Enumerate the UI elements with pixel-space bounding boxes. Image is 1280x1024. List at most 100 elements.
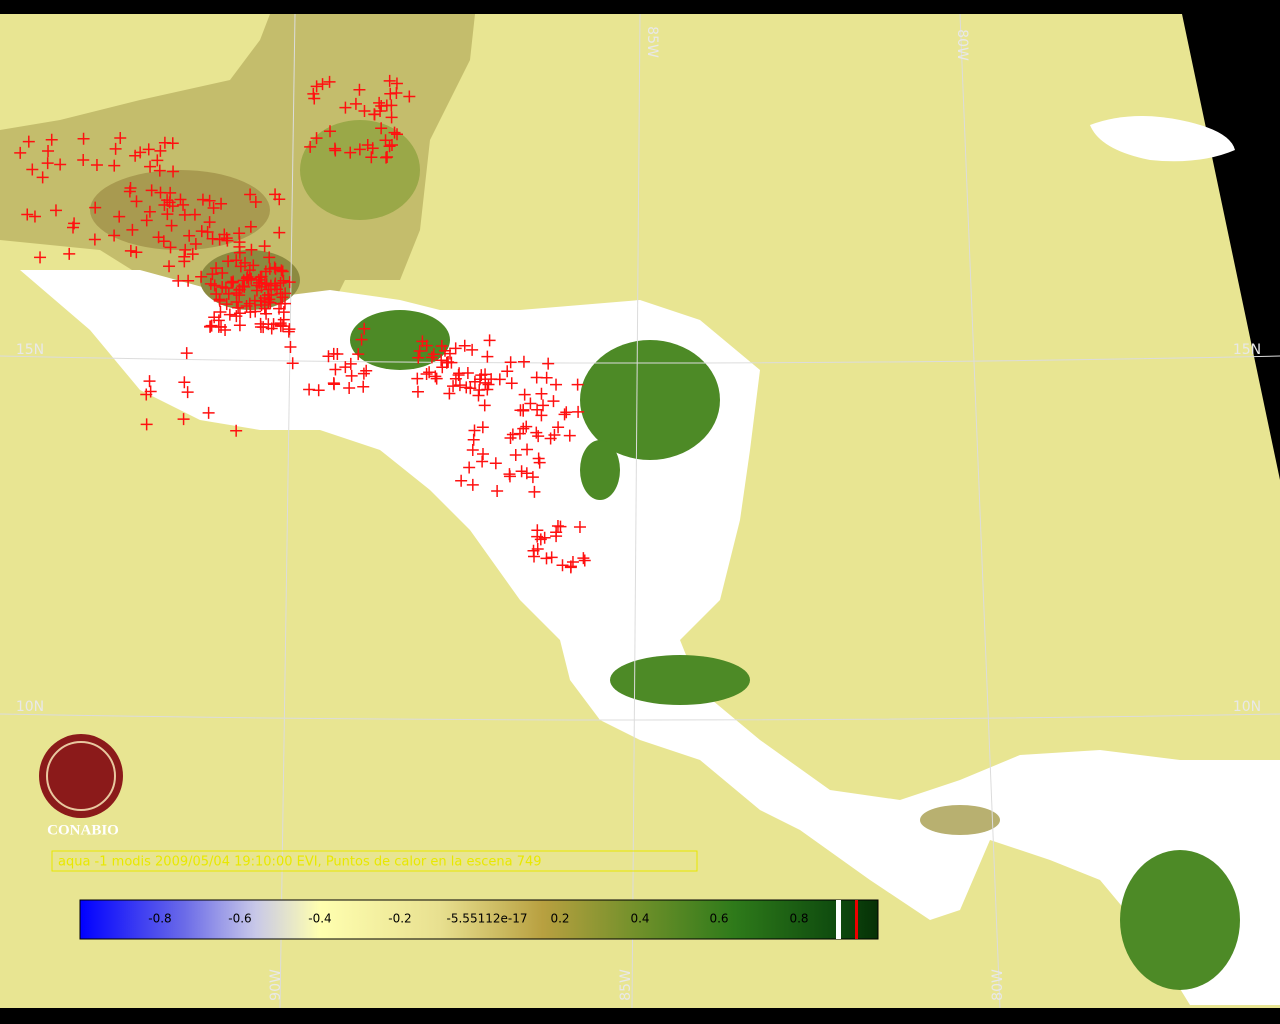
fire-point — [239, 256, 252, 269]
fire-point — [353, 83, 366, 96]
fire-point — [166, 200, 179, 213]
fire-point — [263, 251, 276, 264]
fire-point — [413, 344, 426, 357]
fire-point — [108, 229, 121, 242]
fire-point — [344, 357, 357, 370]
fire-point — [34, 251, 47, 264]
fire-point — [274, 277, 287, 290]
fire-point — [360, 364, 373, 377]
fire-point — [339, 101, 352, 114]
fire-point — [22, 135, 35, 148]
fire-point — [577, 552, 590, 565]
fire-point — [571, 378, 584, 391]
fire-point — [26, 163, 39, 176]
fire-point — [466, 343, 479, 356]
fire-point — [427, 348, 440, 361]
fire-point — [130, 195, 143, 208]
fire-point — [42, 144, 55, 157]
fire-point — [383, 74, 396, 87]
fire-point — [345, 369, 358, 382]
fire-point — [90, 159, 103, 172]
fire-point — [518, 388, 531, 401]
fire-point — [482, 378, 495, 391]
fire-point — [429, 370, 442, 383]
fire-point — [303, 383, 316, 396]
fire-point — [252, 273, 265, 286]
fire-point — [458, 339, 471, 352]
fire-point — [352, 348, 365, 361]
fire-point — [186, 248, 199, 261]
fire-point — [540, 552, 553, 565]
fire-point — [358, 104, 371, 117]
fire-point — [509, 448, 522, 461]
fire-point — [353, 143, 366, 156]
fire-point — [214, 306, 227, 319]
fire-point — [77, 132, 90, 145]
fire-point — [277, 274, 290, 287]
caption: aqua -1 modis 2009/05/04 19:10:00 EVI, P… — [58, 855, 542, 870]
fire-point — [213, 293, 226, 306]
fire-point — [468, 375, 481, 388]
fire-point — [208, 311, 221, 324]
fire-point — [373, 96, 386, 109]
fire-point — [453, 379, 466, 392]
fire-point — [233, 319, 246, 332]
fire-point — [255, 280, 268, 293]
fire-point — [161, 194, 174, 207]
fire-point — [467, 433, 480, 446]
fire-point — [383, 140, 396, 153]
fire-point — [255, 270, 268, 283]
fire-point — [189, 238, 202, 251]
colorbar-label: -0.2 — [388, 912, 411, 926]
fire-point — [144, 160, 157, 173]
fire-point — [49, 204, 62, 217]
fire-point — [455, 474, 468, 487]
fire-point — [375, 122, 388, 135]
fire-point — [180, 347, 193, 360]
fire-point — [67, 221, 80, 234]
fire-point — [284, 340, 297, 353]
fire-point — [215, 197, 228, 210]
grid-label: 10N — [1233, 699, 1261, 715]
fire-point — [403, 90, 416, 103]
fire-point — [461, 366, 474, 379]
fire-point — [310, 80, 323, 93]
fire-point — [178, 376, 191, 389]
fire-point — [124, 244, 137, 257]
fire-point — [158, 199, 171, 212]
fire-point — [310, 132, 323, 145]
fire-point — [556, 559, 569, 572]
fire-point — [188, 208, 201, 221]
fire-point — [179, 243, 192, 256]
graticule — [0, 13, 1280, 1009]
fire-point — [232, 301, 245, 314]
fire-point — [174, 193, 187, 206]
colorbar-label: -0.8 — [148, 912, 171, 926]
fire-point — [249, 195, 262, 208]
fire-point — [152, 231, 165, 244]
fire-point — [550, 526, 563, 539]
fire-point — [436, 361, 449, 374]
fire-point — [243, 297, 256, 310]
fire-point — [524, 397, 537, 410]
fire-point — [223, 308, 236, 321]
fire-point — [560, 406, 573, 419]
fire-point — [551, 520, 564, 533]
fire-point — [236, 280, 249, 293]
fire-point — [28, 210, 41, 223]
fire-point — [472, 389, 485, 402]
fire-point — [145, 184, 158, 197]
fire-point — [420, 367, 433, 380]
fire-point — [513, 427, 526, 440]
fire-point — [177, 413, 190, 426]
fire-point — [230, 424, 243, 437]
fire-point — [212, 320, 225, 333]
fire-point — [142, 143, 155, 156]
fire-point — [452, 368, 465, 381]
fire-point — [385, 139, 398, 152]
fire-point — [166, 137, 179, 150]
fire-point — [108, 159, 121, 172]
fire-point — [564, 561, 577, 574]
grid-label: 80W — [990, 969, 1006, 1001]
fire-point — [233, 227, 246, 240]
